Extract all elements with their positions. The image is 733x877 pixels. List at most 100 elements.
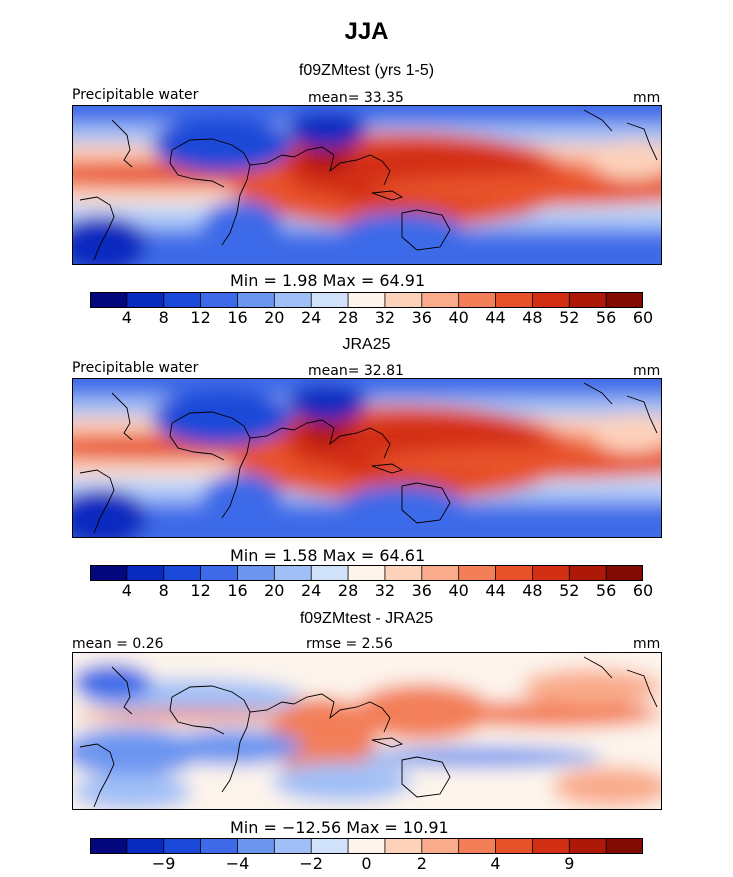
field-neg <box>72 664 152 700</box>
field-tibet-dry <box>287 385 367 421</box>
colorbar-box <box>531 838 570 854</box>
colorbar-box <box>384 838 423 854</box>
coastline <box>401 756 451 798</box>
colorbar-box <box>200 292 239 308</box>
colorbar-box <box>310 838 349 854</box>
coastline <box>249 154 295 166</box>
colorbar-tick: −4 <box>225 854 250 873</box>
coastline <box>339 427 391 459</box>
colorbar-box <box>347 292 386 308</box>
field-neg <box>362 747 602 767</box>
colorbar-box <box>273 565 312 581</box>
colorbar-box <box>421 838 460 854</box>
panel1-variable-label: Precipitable water <box>72 87 199 103</box>
colorbar-box <box>90 838 128 854</box>
panel2-units-label: mm <box>633 363 661 379</box>
panel1-colorbar <box>90 292 643 308</box>
panel3-units-label: mm <box>633 636 661 652</box>
panel3-title: f09ZMtest - JRA25 <box>299 610 434 627</box>
coastline <box>371 190 404 201</box>
field-east-pacific <box>592 140 662 180</box>
panel2-variable-label: Precipitable water <box>72 360 199 376</box>
colorbar-tick: 56 <box>595 581 617 600</box>
coastline <box>249 427 295 439</box>
panel1-colorbar-ticks: 4 8 12 16 20 24 28 32 36 40 44 48 52 56 … <box>90 308 653 328</box>
colorbar-box <box>90 565 128 581</box>
field-neg <box>272 762 412 802</box>
colorbar-box <box>200 565 239 581</box>
coastline <box>371 737 404 748</box>
colorbar-frame <box>90 292 643 308</box>
coastline <box>339 701 391 733</box>
colorbar-tick: 4 <box>490 854 501 873</box>
panel1-map <box>72 105 662 265</box>
map-frame <box>72 652 662 810</box>
field-neg <box>162 729 302 765</box>
field-tibet-dry <box>287 112 367 148</box>
colorbar-tick: 24 <box>301 581 322 600</box>
colorbar-box <box>126 838 165 854</box>
colorbar-box <box>568 565 607 581</box>
colorbar-tick: 8 <box>158 581 169 600</box>
coastline <box>293 419 341 446</box>
colorbar-tick: 2 <box>416 854 427 873</box>
colorbar-tick: 40 <box>448 581 469 600</box>
colorbar-box <box>531 292 570 308</box>
colorbar-box <box>163 565 202 581</box>
panel2-mean-label: mean= 32.81 <box>308 363 404 379</box>
coastline <box>169 149 225 188</box>
coastline <box>79 743 115 808</box>
coastline <box>169 696 225 735</box>
panel1-mean-label: mean= 33.35 <box>308 90 404 106</box>
colorbar-tick: 60 <box>632 581 654 600</box>
coastline <box>169 422 225 461</box>
coastline <box>339 154 391 186</box>
coastline <box>79 469 115 534</box>
colorbar-box <box>568 838 607 854</box>
colorbar-box <box>237 292 276 308</box>
field-andes-dry <box>72 215 147 265</box>
field-pos <box>72 710 312 722</box>
coastline <box>371 463 404 474</box>
colorbar-tick: −9 <box>151 854 176 873</box>
coastline <box>293 693 341 720</box>
colorbar-tick: 12 <box>190 308 211 327</box>
colorbar-tick: 32 <box>374 308 396 327</box>
colorbar-box <box>126 565 165 581</box>
colorbar-box <box>605 838 643 854</box>
coastline <box>111 666 133 715</box>
field-monsoon-peak <box>302 415 352 445</box>
colorbar-tick: 28 <box>337 581 359 600</box>
colorbar-tick: −2 <box>299 854 323 873</box>
field-east-pacific <box>592 413 662 453</box>
panel2-title: JRA25 <box>342 336 391 353</box>
colorbar-tick: 9 <box>564 854 575 873</box>
panel1-minmax: Min = 1.98 Max = 64.91 <box>230 271 426 290</box>
colorbar-tick: 48 <box>522 308 543 327</box>
colorbar-tick: 16 <box>227 308 248 327</box>
panel3-minmax: Min = −12.56 Max = 10.91 <box>230 818 449 837</box>
colorbar-box <box>421 292 460 308</box>
coastline <box>583 382 613 405</box>
colorbar-tick: 44 <box>485 308 506 327</box>
coastline <box>583 656 613 679</box>
panel2-colorbar-ticks: 4 8 12 16 20 24 28 32 36 40 44 48 52 56 … <box>90 581 653 601</box>
colorbar-tick: 4 <box>121 581 132 600</box>
colorbar-box <box>200 838 239 854</box>
figure-title: JJA <box>344 18 389 45</box>
panel2-colorbar <box>90 565 643 581</box>
colorbar-box <box>310 292 349 308</box>
colorbar-tick: 12 <box>190 581 211 600</box>
colorbar-tick: 36 <box>411 581 432 600</box>
field-sahara-dry <box>152 117 292 173</box>
colorbar-tick: 20 <box>264 581 285 600</box>
coastline <box>626 122 658 161</box>
colorbar-box <box>568 292 607 308</box>
field-monsoon-peak <box>302 142 352 172</box>
colorbar-tick: 56 <box>595 308 617 327</box>
field-pos <box>552 767 662 807</box>
panel1-title: f09ZMtest (yrs 1-5) <box>298 62 435 79</box>
colorbar-box <box>347 565 386 581</box>
colorbar-tick: 40 <box>448 308 469 327</box>
colorbar-box <box>458 292 497 308</box>
